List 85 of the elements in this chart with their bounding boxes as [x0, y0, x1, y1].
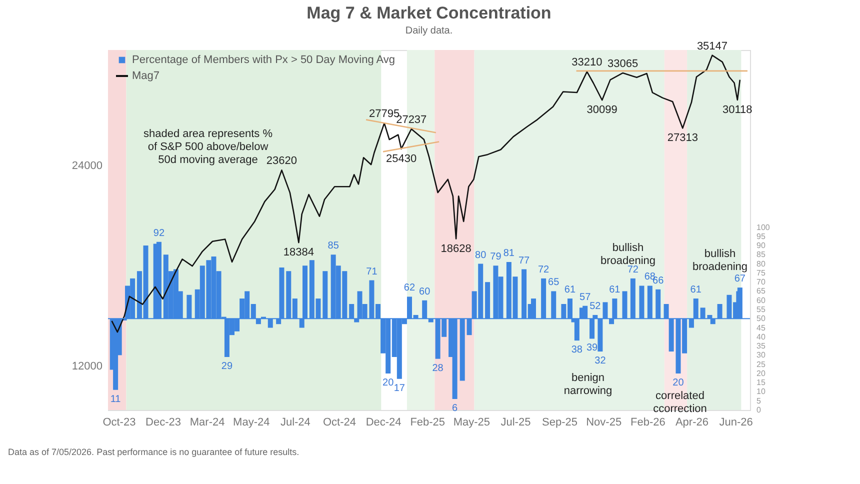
data-label: 35147 [696, 40, 728, 52]
x-tick-label: Jul-25 [500, 416, 531, 428]
data-label: 67 [734, 274, 746, 285]
y2-tick-label: 45 [756, 323, 766, 332]
data-label: 28 [432, 362, 444, 374]
data-label: 81 [503, 248, 515, 259]
data-label: 25430 [386, 152, 417, 165]
y2-tick-label: 95 [756, 232, 766, 241]
x-tick-label: Feb-26 [630, 416, 666, 428]
x-tick-label: Dec-24 [366, 416, 402, 428]
y-tick-label: 24000 [72, 160, 102, 172]
x-tick-label: Jul-24 [280, 416, 310, 428]
annotation: bullish broadening [600, 242, 656, 267]
y2-tick-label: 10 [756, 387, 766, 396]
data-label: 30099 [586, 104, 618, 116]
y2-tick-label: 65 [756, 286, 766, 296]
chart-subtitle: Daily data. [405, 25, 453, 36]
y2-tick-label: 40 [756, 332, 766, 342]
x-tick-label: Oct-23 [102, 416, 136, 428]
x-tick-label: Dec-23 [146, 416, 181, 428]
data-label: 6 [452, 403, 458, 414]
data-label: 61 [609, 284, 621, 296]
data-label: 72 [538, 264, 550, 276]
x-tick-label: Jun-26 [719, 416, 753, 428]
data-label: 60 [419, 286, 431, 298]
chart-title: Mag 7 & Market Concentration [306, 3, 552, 22]
legend-label: Percentage of Members with Px > 50 Day Moving Avg [132, 54, 396, 66]
y-tick-label: 12000 [72, 360, 102, 372]
y2-tick-label: 5 [756, 396, 762, 406]
data-label: 65 [548, 277, 560, 288]
y2-tick-label: 70 [756, 278, 766, 287]
data-label: 33210 [572, 56, 602, 69]
data-label: 80 [475, 250, 487, 261]
annotation: correlated ccorrection [653, 390, 707, 415]
y2-tick-label: 85 [756, 250, 766, 260]
x-tick-label: May-25 [453, 416, 490, 428]
data-label: 79 [490, 252, 502, 263]
data-label: 18628 [440, 242, 472, 255]
y2-tick-label: 55 [756, 304, 766, 314]
data-label: 39 [586, 342, 598, 354]
x-tick-label: Apr-26 [675, 416, 708, 428]
data-label: 57 [580, 292, 592, 303]
data-label: 20 [382, 377, 394, 388]
y2-tick-label: 0 [756, 406, 762, 414]
y2-tick-label: 75 [756, 268, 766, 278]
data-label: 23620 [266, 155, 298, 168]
data-label: 62 [404, 282, 416, 294]
data-label: 20 [672, 377, 684, 388]
x-tick-label: Oct-24 [322, 416, 356, 428]
data-label: 71 [366, 266, 378, 278]
y2-tick-label: 90 [756, 241, 766, 250]
x-tick-label: Mar-24 [190, 416, 225, 428]
text: Data as of 7/05/2026. Past performance is no guarantee of future results. [8, 447, 300, 457]
legend-label: Mag7 [132, 70, 160, 82]
y2-tick-label: 15 [756, 378, 766, 388]
data-label: 77 [518, 255, 530, 266]
data-label: 61 [690, 284, 702, 296]
data-label: 29 [221, 361, 233, 372]
y2-tick-label: 60 [756, 296, 766, 305]
data-label: 32 [594, 356, 606, 367]
data-label: 11 [110, 394, 122, 405]
data-label: 61 [564, 284, 576, 296]
data-label: 17 [394, 382, 406, 394]
y2-tick-label: 25 [756, 360, 766, 369]
data-label: 52 [590, 300, 602, 312]
annotation: benign narrowing [564, 372, 612, 397]
data-label: 33065 [608, 58, 638, 70]
y2-tick-label: 50 [756, 314, 766, 324]
data-label: 72 [627, 264, 639, 276]
y2-tick-label: 100 [756, 222, 770, 232]
y2-tick-label: 30 [756, 350, 766, 360]
x-tick-label: Feb-25 [410, 416, 446, 428]
annotation: bullish broadening [692, 248, 748, 273]
data-label: 30118 [722, 104, 752, 116]
data-label: 38 [571, 344, 583, 356]
y2-tick-label: 35 [756, 342, 766, 351]
y2-tick-label: 80 [756, 259, 766, 268]
data-label: 85 [328, 240, 340, 252]
y2-tick-label: 20 [756, 368, 766, 378]
x-tick-label: May-24 [233, 416, 270, 428]
x-tick-label: Nov-25 [586, 416, 622, 428]
data-label: 18384 [283, 246, 314, 259]
data-label: 92 [153, 228, 165, 239]
x-tick-label: Sep-25 [542, 416, 578, 428]
data-label: 27313 [667, 132, 698, 144]
